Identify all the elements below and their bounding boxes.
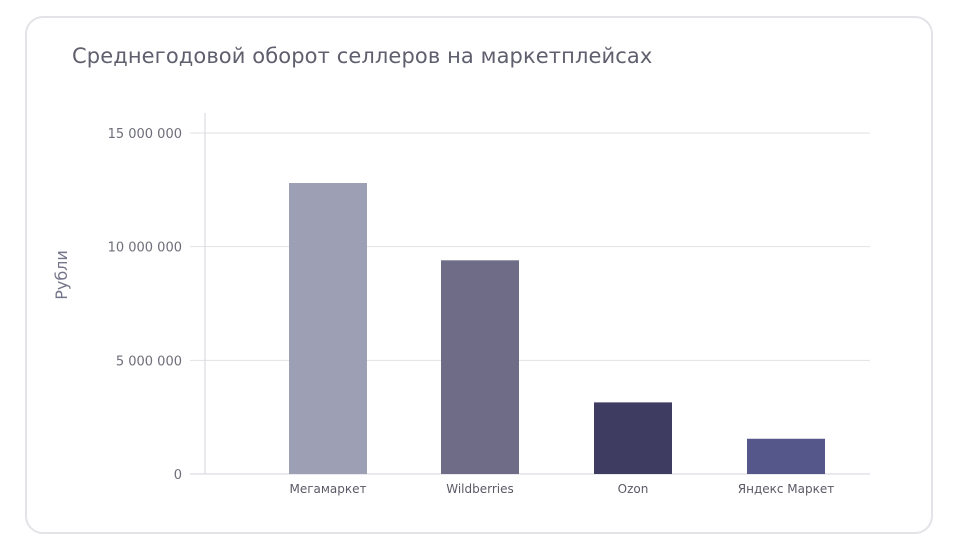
- y-tick-label: 5 000 000: [116, 354, 182, 369]
- bar: [289, 183, 367, 474]
- x-tick-label: Ozon: [618, 482, 649, 496]
- y-tick-label: 15 000 000: [108, 127, 182, 142]
- y-tick-label: 10 000 000: [108, 241, 182, 256]
- bar: [594, 402, 672, 474]
- x-tick-label: Яндекс Маркет: [738, 482, 834, 496]
- y-tick-labels: 0 5 000 000 10 000 000 15 000 000: [108, 127, 182, 483]
- bars: [289, 183, 825, 474]
- x-tick-label: Wildberries: [446, 482, 514, 496]
- bar: [441, 260, 519, 474]
- bar: [747, 438, 825, 474]
- chart-title: Среднегодовой оборот селлеров на маркетп…: [72, 44, 653, 68]
- x-tick-label: Мегамаркет: [289, 482, 366, 496]
- x-tick-labels: Мегамаркет Wildberries Ozon Яндекс Маркет: [289, 482, 834, 496]
- y-axis-title: Рубли: [52, 250, 71, 300]
- y-tick-label: 0: [174, 468, 182, 483]
